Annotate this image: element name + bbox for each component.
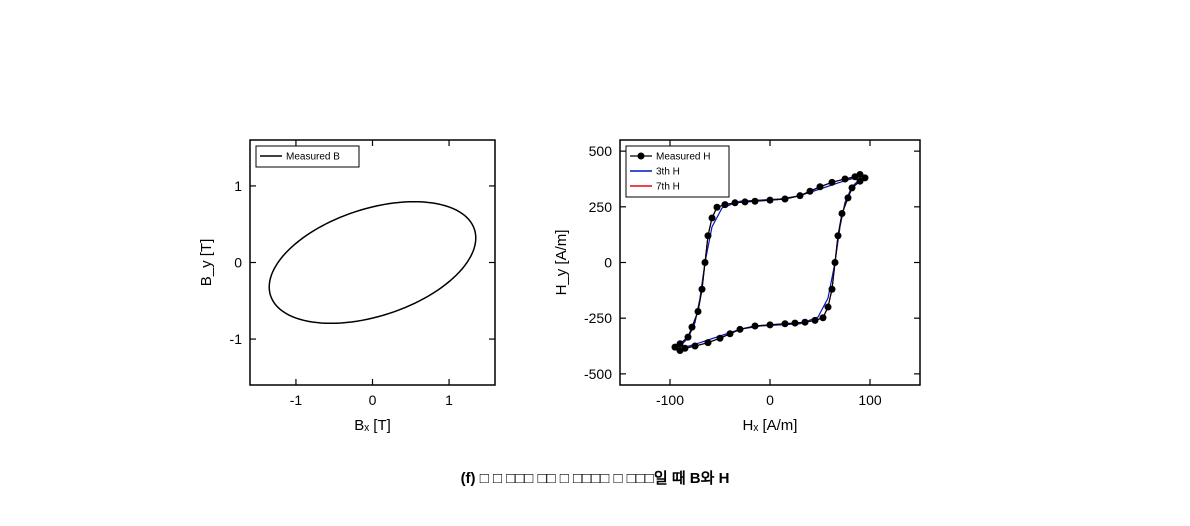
svg-text:0: 0: [369, 392, 377, 408]
svg-text:Measured B: Measured B: [286, 152, 340, 163]
chart-b-container: -1 0 1 -1 0 1 Bₓ [T] B_y [T] Measured B: [195, 130, 510, 440]
svg-text:-500: -500: [584, 366, 612, 382]
figure-caption: (f) □ □ □□□ □□ □ □□□□ □ □□□일 때 B와 H: [0, 467, 1190, 488]
svg-text:1: 1: [445, 392, 453, 408]
svg-text:250: 250: [589, 199, 613, 215]
svg-text:0: 0: [234, 255, 242, 271]
svg-text:7th H: 7th H: [656, 182, 680, 193]
svg-text:B_y [T]: B_y [T]: [198, 239, 215, 287]
svg-text:1: 1: [234, 178, 242, 194]
svg-text:-250: -250: [584, 310, 612, 326]
svg-text:-1: -1: [290, 392, 303, 408]
caption-prefix: (f): [461, 470, 480, 487]
svg-text:3th H: 3th H: [656, 167, 680, 178]
svg-text:100: 100: [858, 392, 882, 408]
svg-text:0: 0: [604, 255, 612, 271]
caption-mid: □ □ □□□ □□ □ □□□□ □ □□□: [480, 470, 654, 487]
svg-text:Bₓ [T]: Bₓ [T]: [354, 417, 391, 434]
svg-text:-1: -1: [230, 331, 243, 347]
svg-text:500: 500: [589, 143, 613, 159]
caption-suffix: 일 때 B와 H: [654, 470, 730, 487]
chart-h-container: -100 0 100 -500 -250 0 250 500 Hₓ [A/m] H_y [A/m]…: [550, 130, 935, 440]
svg-text:-100: -100: [656, 392, 684, 408]
chart-b: -1 0 1 -1 0 1 Bₓ [T] B_y [T] Measured B: [195, 130, 510, 440]
svg-text:Hₓ [A/m]: Hₓ [A/m]: [743, 417, 798, 434]
svg-text:0: 0: [766, 392, 774, 408]
svg-text:Measured H: Measured H: [656, 152, 710, 163]
svg-text:H_y [A/m]: H_y [A/m]: [553, 230, 570, 296]
chart-h: -100 0 100 -500 -250 0 250 500 Hₓ [A/m] H_y [A/m]…: [550, 130, 935, 440]
